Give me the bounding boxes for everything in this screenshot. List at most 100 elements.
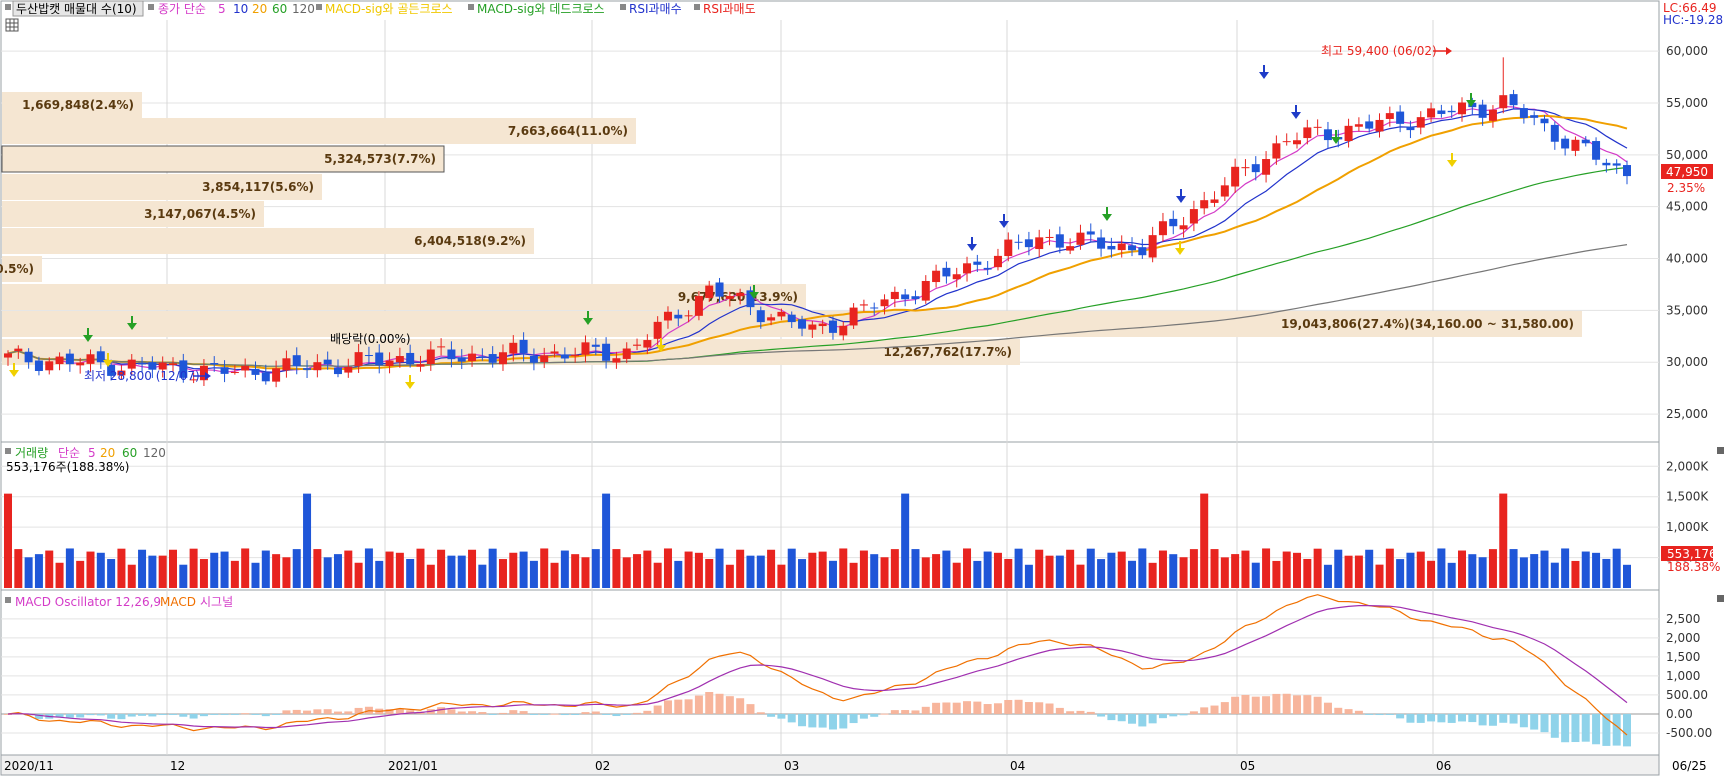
pane-button-macd[interactable] — [1717, 595, 1724, 602]
pane-button-volume[interactable] — [1717, 447, 1724, 454]
candle-body — [416, 364, 425, 367]
volume-bar — [1128, 560, 1137, 588]
macd-oscillator-bar — [1014, 699, 1023, 714]
macd-oscillator-bar — [880, 713, 889, 715]
candle-body — [385, 360, 394, 367]
candle-body — [45, 361, 54, 371]
volume-bar — [859, 550, 868, 588]
golden-cross-icon — [1175, 248, 1185, 255]
candle-body — [653, 321, 662, 339]
volume-tick-label: 1,000K — [1666, 520, 1709, 534]
legend-title-box[interactable] — [12, 0, 144, 17]
candle-body — [375, 352, 384, 366]
macd-oscillator-bar — [818, 713, 827, 728]
price-tick-label: 25,000 — [1666, 407, 1708, 421]
volume-bar — [622, 557, 631, 588]
candle-body — [1365, 121, 1374, 129]
volume-profile: 1,669,848(2.4%) 7,663,664(11.0%) 5,324,573… — [0, 92, 1582, 365]
volume-bar — [1592, 552, 1601, 588]
candle-body — [1066, 246, 1075, 251]
volume-ma120: 120 — [143, 446, 166, 460]
legend-rsi-buy: RSI과매수 — [629, 2, 682, 16]
volume-bar — [261, 550, 270, 588]
macd-oscillator-bar — [1488, 713, 1497, 726]
volume-bar — [1323, 564, 1332, 588]
candle-body — [1499, 95, 1508, 109]
volume-bar — [767, 549, 776, 588]
price-tick-label: 30,000 — [1666, 355, 1708, 369]
volume-bar — [550, 562, 559, 588]
grid-icon[interactable] — [5, 18, 19, 32]
volume-bar — [199, 559, 208, 588]
macd-oscillator-bar — [1035, 702, 1044, 714]
volume-bar — [406, 559, 415, 588]
macd-oscillator-bar — [107, 713, 116, 719]
macd-oscillator-bar — [787, 713, 796, 723]
macd-oscillator-bar — [1179, 713, 1188, 716]
macd-oscillator-bar — [220, 713, 229, 715]
price-tick-label: 50,000 — [1666, 148, 1708, 162]
dead-cross-icon — [583, 318, 593, 325]
volume-current-label: 553,176주(188.38%) — [6, 460, 129, 474]
macd-oscillator-bar — [746, 704, 755, 714]
candle-body — [282, 358, 291, 371]
macd-oscillator-bar — [385, 709, 394, 714]
macd-pane[interactable] — [0, 589, 1660, 756]
candle-body — [158, 362, 167, 370]
macd-oscillator-bar — [1561, 713, 1570, 743]
macd-oscillator-bar — [4, 713, 12, 715]
candle-body — [1313, 126, 1322, 128]
volume-profile-label: 19,043,806(27.4%)(34,160.00 ~ 31,580.00) — [1281, 317, 1574, 331]
candle-body — [127, 359, 136, 369]
volume-ma60: 60 — [122, 446, 137, 460]
candle-body — [241, 365, 250, 371]
macd-oscillator-bar — [715, 693, 724, 714]
candle-body — [725, 296, 734, 299]
candle-body — [983, 267, 992, 270]
macd-oscillator-bar — [488, 713, 497, 715]
candle-body — [1138, 247, 1147, 256]
candle-body — [1406, 126, 1415, 131]
candle-body — [870, 307, 879, 309]
dead-cross-icon — [749, 292, 759, 299]
candle-body — [1200, 200, 1209, 209]
macd-oscillator-bar — [138, 713, 147, 716]
volume-bar — [14, 549, 23, 588]
candle-body — [1293, 140, 1302, 145]
volume-bar — [148, 555, 157, 588]
volume-bar — [890, 549, 899, 588]
candle-body — [138, 362, 147, 365]
candle-body — [1447, 110, 1456, 113]
dead-cross-icon — [127, 323, 137, 330]
candle-body — [932, 270, 941, 283]
candle-body — [1478, 104, 1487, 118]
volume-bar — [1014, 548, 1023, 588]
macd-oscillator-bar — [560, 713, 569, 716]
volume-bar — [653, 562, 662, 588]
macd-tick-label: 2,000 — [1666, 631, 1700, 645]
volume-bar — [1375, 564, 1384, 588]
candle-body — [1055, 234, 1064, 248]
candle-body — [622, 348, 631, 359]
macd-oscillator-bar — [839, 713, 848, 729]
candle-body — [1045, 236, 1054, 238]
volume-bar — [55, 562, 64, 588]
volume-bar — [1488, 549, 1497, 588]
macd-oscillator-bar — [1437, 713, 1446, 723]
macd-oscillator-bar — [1313, 696, 1322, 714]
candle-body — [168, 363, 177, 366]
macd-oscillator-bar — [932, 702, 941, 714]
macd-oscillator-bar — [1550, 713, 1559, 738]
candle-body — [24, 351, 33, 363]
volume-bar — [509, 552, 518, 588]
volume-bar — [1530, 554, 1539, 588]
volume-bar — [426, 564, 435, 588]
volume-bar — [354, 562, 363, 588]
legend-golden-cross: MACD-sig와 골든크로스 — [325, 2, 453, 16]
volume-bar — [705, 558, 714, 588]
current-change: 2.35% — [1667, 181, 1705, 195]
candle-body — [14, 348, 23, 352]
macd-oscillator-bar — [529, 713, 538, 715]
volume-bar — [1602, 558, 1611, 588]
